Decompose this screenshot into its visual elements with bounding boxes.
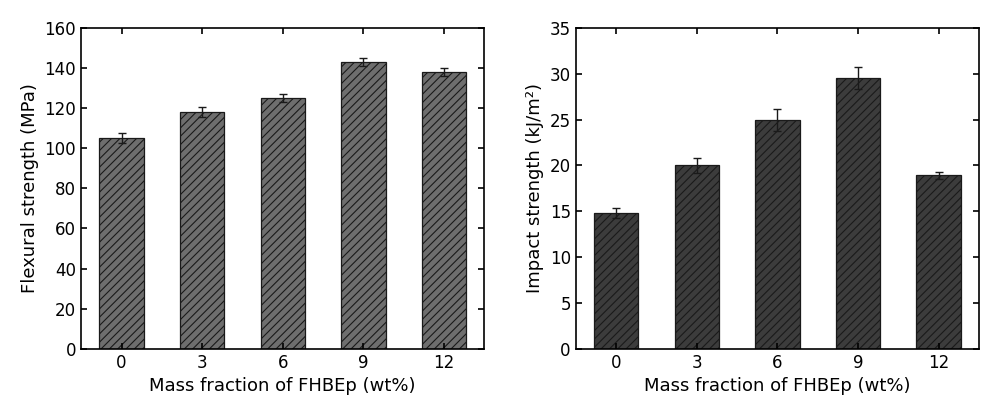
X-axis label: Mass fraction of FHBEp (wt%): Mass fraction of FHBEp (wt%): [149, 377, 416, 395]
Bar: [836, 78, 880, 349]
Bar: [675, 166, 719, 349]
Y-axis label: Impact strength (kJ/m²): Impact strength (kJ/m²): [526, 83, 544, 293]
Bar: [755, 121, 800, 349]
X-axis label: Mass fraction of FHBEp (wt%): Mass fraction of FHBEp (wt%): [644, 377, 911, 395]
Bar: [916, 176, 961, 349]
Y-axis label: Flexural strength (MPa): Flexural strength (MPa): [21, 83, 39, 293]
Bar: [261, 98, 305, 349]
Bar: [341, 62, 386, 349]
Bar: [99, 138, 144, 349]
Bar: [180, 112, 224, 349]
Bar: [594, 213, 638, 349]
Bar: [422, 72, 466, 349]
